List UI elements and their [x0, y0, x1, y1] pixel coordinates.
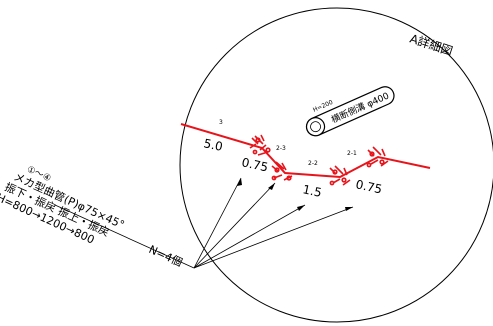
- fittings: [249, 134, 389, 186]
- fitting-4: [366, 146, 389, 168]
- leader-baseline: [54, 204, 195, 269]
- arrowhead-1: [237, 178, 242, 186]
- segment-slope-1: 5.0: [202, 136, 224, 154]
- arrowhead-2: [268, 183, 275, 190]
- fitting-3: [329, 165, 351, 186]
- leader-line-1: [193, 177, 242, 269]
- arrowhead-3: [297, 205, 305, 211]
- detail-circle: [179, 7, 493, 323]
- leader-lines: [54, 177, 354, 269]
- culvert-pipe: [305, 86, 395, 137]
- segment-index-3: 2-2: [308, 160, 318, 167]
- leader-line-2: [193, 182, 276, 269]
- leader-line-4: [193, 206, 354, 269]
- leader-arrowheads: [237, 178, 353, 211]
- pipe-line: [180, 123, 431, 179]
- segment-index-2: 2-3: [276, 145, 286, 152]
- detail-title: A詳細図: [408, 31, 455, 59]
- segment-slope-3: 1.5: [301, 182, 323, 200]
- note-count: N=4個: [147, 243, 185, 269]
- segment-slope-4: 0.75: [354, 177, 383, 196]
- segment-slope-2: 0.75: [240, 155, 269, 174]
- arrowhead-4: [345, 207, 353, 211]
- fitting-2: [271, 161, 293, 181]
- leader-line-3: [193, 204, 306, 269]
- annotation-note: ①～④ メカ型曲管(P)φ75×45° 振下・振戻 振上・振戻 H=800→12…: [0, 165, 127, 247]
- segment-index-1: 3: [219, 119, 223, 126]
- fitting-1: [249, 134, 271, 156]
- segment-index-4: 2-1: [347, 150, 357, 157]
